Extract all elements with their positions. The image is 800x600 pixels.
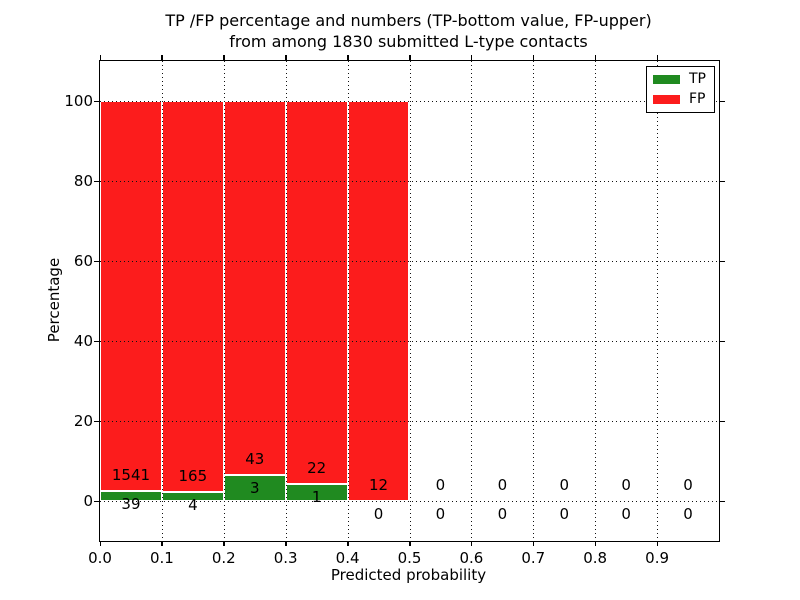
- x-tick-mark-top: [470, 55, 473, 60]
- y-tick-mark: [94, 100, 99, 102]
- x-tick-mark: [223, 541, 225, 546]
- y-tick-mark-right: [720, 500, 725, 502]
- x-gridline: [285, 61, 287, 541]
- x-gridline: [161, 61, 163, 541]
- legend-item: FP: [653, 92, 708, 107]
- x-axis-title: Predicted probability: [330, 566, 487, 584]
- fp-count-label: 0: [559, 476, 570, 494]
- x-tick-mark-top: [532, 55, 535, 60]
- x-gridline: [533, 61, 535, 541]
- x-gridline: [347, 61, 349, 541]
- tp-count-label: 0: [373, 505, 384, 523]
- y-tick-mark-right: [720, 180, 725, 182]
- tp-count-label: 0: [683, 505, 693, 523]
- legend-label-fp: FP: [689, 91, 706, 107]
- y-tick-mark: [94, 180, 99, 182]
- x-tick-label: 0.7: [521, 549, 546, 567]
- fp-count-label: 0: [435, 476, 446, 494]
- x-tick-label: 0.9: [645, 549, 670, 567]
- tp-count-label: 0: [435, 505, 446, 523]
- tp-count-label: 39: [121, 495, 141, 514]
- legend-swatch-tp: [653, 75, 680, 84]
- legend: TP FP: [646, 66, 715, 113]
- x-tick-label: 0.2: [211, 549, 236, 567]
- y-tick-label: 20: [73, 412, 93, 430]
- x-tick-mark: [99, 541, 101, 546]
- x-gridline: [223, 61, 225, 541]
- fp-count-label: 165: [178, 466, 208, 485]
- y-tick-label: 40: [73, 332, 93, 350]
- x-tick-mark: [470, 541, 473, 546]
- x-tick-mark-top: [409, 55, 411, 60]
- x-tick-label: 0.0: [88, 549, 112, 567]
- plot-area: 1541 39 165 4 43 3 22 1 12 0 0 0 0 0 0 0 0 0 0 0 0 20 40 60 80 10…: [64, 55, 725, 567]
- x-tick-mark-top: [223, 55, 225, 60]
- x-tick-mark: [656, 541, 659, 546]
- x-gridline: [409, 61, 411, 541]
- chart-title: TP /FP percentage and numbers (TP-bottom…: [99, 10, 718, 52]
- x-tick-mark-top: [347, 55, 349, 60]
- fp-bar: [285, 101, 348, 484]
- tp-bar: [100, 491, 162, 501]
- x-tick-mark: [532, 541, 535, 546]
- x-tick-mark-top: [594, 55, 597, 60]
- fp-count-label: 12: [369, 476, 389, 494]
- tp-count-label: 3: [249, 478, 260, 497]
- x-tick-mark: [347, 541, 349, 546]
- fp-bar: [223, 101, 286, 475]
- x-tick-mark: [285, 541, 287, 546]
- fp-count-label: 22: [307, 458, 327, 477]
- x-tick-label: 0.3: [273, 549, 298, 567]
- x-tick-label: 0.8: [583, 549, 608, 567]
- y-tick-label: 100: [64, 92, 93, 110]
- x-tick-mark: [594, 541, 597, 546]
- legend-swatch-fp: [653, 95, 680, 104]
- tp-count-label: 0: [497, 505, 508, 523]
- x-gridline: [657, 61, 659, 541]
- x-tick-mark-top: [99, 55, 101, 60]
- x-tick-label: 0.1: [149, 549, 174, 567]
- chart-title-line1: TP /FP percentage and numbers (TP-bottom…: [165, 11, 652, 30]
- y-tick-mark: [94, 340, 99, 342]
- legend-label-tp: TP: [689, 71, 706, 87]
- x-tick-mark-top: [161, 55, 163, 60]
- tp-count-label: 4: [188, 495, 198, 514]
- tp-count-label: 0: [559, 505, 570, 523]
- fp-bar: [161, 101, 224, 492]
- x-tick-mark: [409, 541, 411, 546]
- fp-count-label: 43: [245, 449, 265, 468]
- fp-count-label: 0: [497, 476, 508, 494]
- x-tick-mark: [161, 541, 163, 546]
- y-tick-mark-right: [720, 100, 725, 102]
- fp-count-label: 0: [621, 476, 631, 494]
- y-tick-label: 0: [83, 492, 93, 510]
- fp-count-label: 0: [683, 476, 693, 494]
- x-tick-label: 0.4: [335, 549, 360, 567]
- x-tick-label: 0.5: [397, 549, 422, 567]
- y-tick-label: 80: [73, 172, 93, 190]
- fp-count-label: 1541: [111, 466, 151, 485]
- x-tick-mark-top: [285, 55, 287, 60]
- tp-count-label: 0: [621, 505, 631, 523]
- y-tick-mark: [94, 420, 99, 422]
- y-tick-mark: [94, 500, 99, 502]
- fp-bar: [347, 101, 410, 501]
- y-tick-label: 60: [73, 252, 93, 270]
- x-gridline: [595, 61, 597, 541]
- y-tick-mark: [94, 260, 99, 262]
- x-tick-label: 0.6: [459, 549, 484, 567]
- fp-bar: [100, 101, 162, 492]
- y-tick-mark-right: [720, 420, 725, 422]
- x-tick-mark-top: [656, 55, 659, 60]
- legend-item: TP: [653, 72, 708, 87]
- y-tick-mark-right: [720, 260, 725, 262]
- y-tick-mark-right: [720, 340, 725, 342]
- tp-count-label: 1: [311, 487, 322, 506]
- x-gridline: [471, 61, 473, 541]
- chart-title-line2: from among 1830 submitted L-type contact…: [229, 32, 588, 51]
